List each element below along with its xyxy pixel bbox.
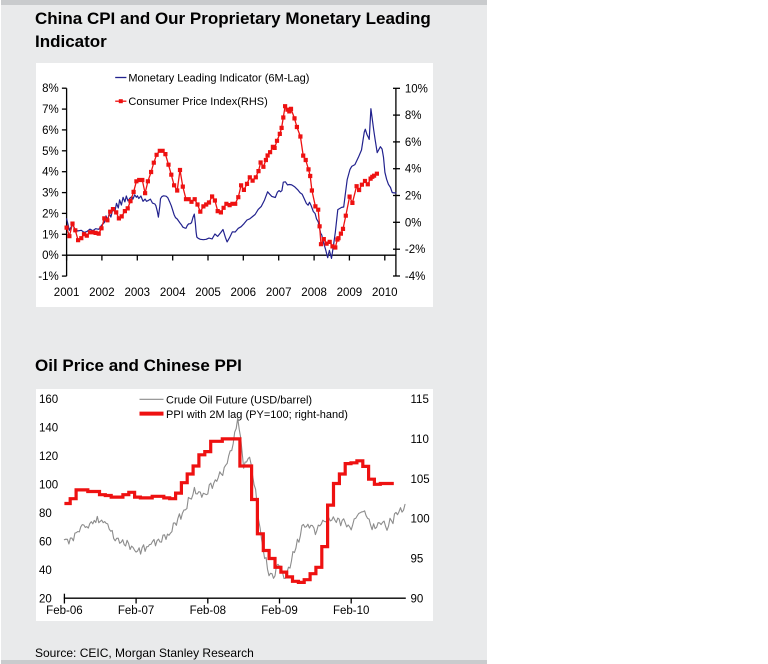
svg-text:-1%: -1% [38, 271, 58, 283]
svg-text:60: 60 [39, 536, 52, 548]
svg-text:-2%: -2% [405, 244, 425, 256]
svg-text:2%: 2% [405, 191, 422, 203]
svg-text:80: 80 [39, 508, 52, 520]
svg-text:8%: 8% [405, 110, 422, 122]
svg-text:Feb-06: Feb-06 [46, 605, 82, 617]
svg-text:105: 105 [411, 474, 430, 486]
svg-text:Feb-10: Feb-10 [333, 605, 369, 617]
svg-text:120: 120 [39, 451, 58, 463]
svg-text:7%: 7% [42, 104, 59, 116]
svg-text:2005: 2005 [195, 287, 221, 299]
svg-text:100: 100 [411, 514, 430, 526]
svg-text:2003: 2003 [125, 287, 151, 299]
svg-text:5%: 5% [42, 146, 59, 158]
svg-text:1%: 1% [42, 229, 59, 241]
svg-text:40: 40 [39, 565, 52, 577]
svg-text:0%: 0% [42, 250, 59, 262]
svg-text:2008: 2008 [301, 287, 327, 299]
svg-text:20: 20 [39, 593, 52, 605]
svg-text:160: 160 [39, 394, 58, 406]
svg-text:2001: 2001 [54, 287, 80, 299]
svg-text:6%: 6% [42, 125, 59, 137]
svg-text:115: 115 [411, 394, 429, 406]
svg-text:10%: 10% [405, 83, 428, 95]
svg-text:PPI with 2M lag (PY=100; right: PPI with 2M lag (PY=100; right-hand) [166, 409, 348, 421]
svg-text:Feb-07: Feb-07 [118, 605, 154, 617]
svg-text:Consumer Price Index(RHS): Consumer Price Index(RHS) [128, 96, 267, 108]
svg-text:4%: 4% [405, 164, 422, 176]
svg-text:2%: 2% [42, 208, 59, 220]
svg-text:6%: 6% [405, 137, 422, 149]
svg-text:Crude Oil Future (USD/barrel): Crude Oil Future (USD/barrel) [166, 395, 312, 407]
svg-text:140: 140 [39, 423, 58, 435]
svg-text:2010: 2010 [372, 287, 398, 299]
svg-text:100: 100 [39, 480, 58, 492]
svg-text:2007: 2007 [266, 287, 292, 299]
svg-text:2009: 2009 [337, 287, 363, 299]
svg-text:2006: 2006 [231, 287, 257, 299]
svg-text:2002: 2002 [89, 287, 115, 299]
svg-text:Monetary Leading Indicator (6M: Monetary Leading Indicator (6M-Lag) [128, 73, 309, 85]
svg-text:2004: 2004 [160, 287, 186, 299]
svg-text:0%: 0% [405, 217, 422, 229]
svg-text:110: 110 [411, 434, 429, 446]
svg-text:-4%: -4% [405, 271, 425, 283]
svg-text:4%: 4% [42, 167, 59, 179]
svg-text:90: 90 [411, 593, 424, 605]
svg-text:8%: 8% [42, 83, 59, 95]
svg-text:95: 95 [411, 554, 424, 566]
svg-text:Feb-09: Feb-09 [261, 605, 297, 617]
svg-text:Feb-08: Feb-08 [190, 605, 226, 617]
svg-text:3%: 3% [42, 188, 59, 200]
